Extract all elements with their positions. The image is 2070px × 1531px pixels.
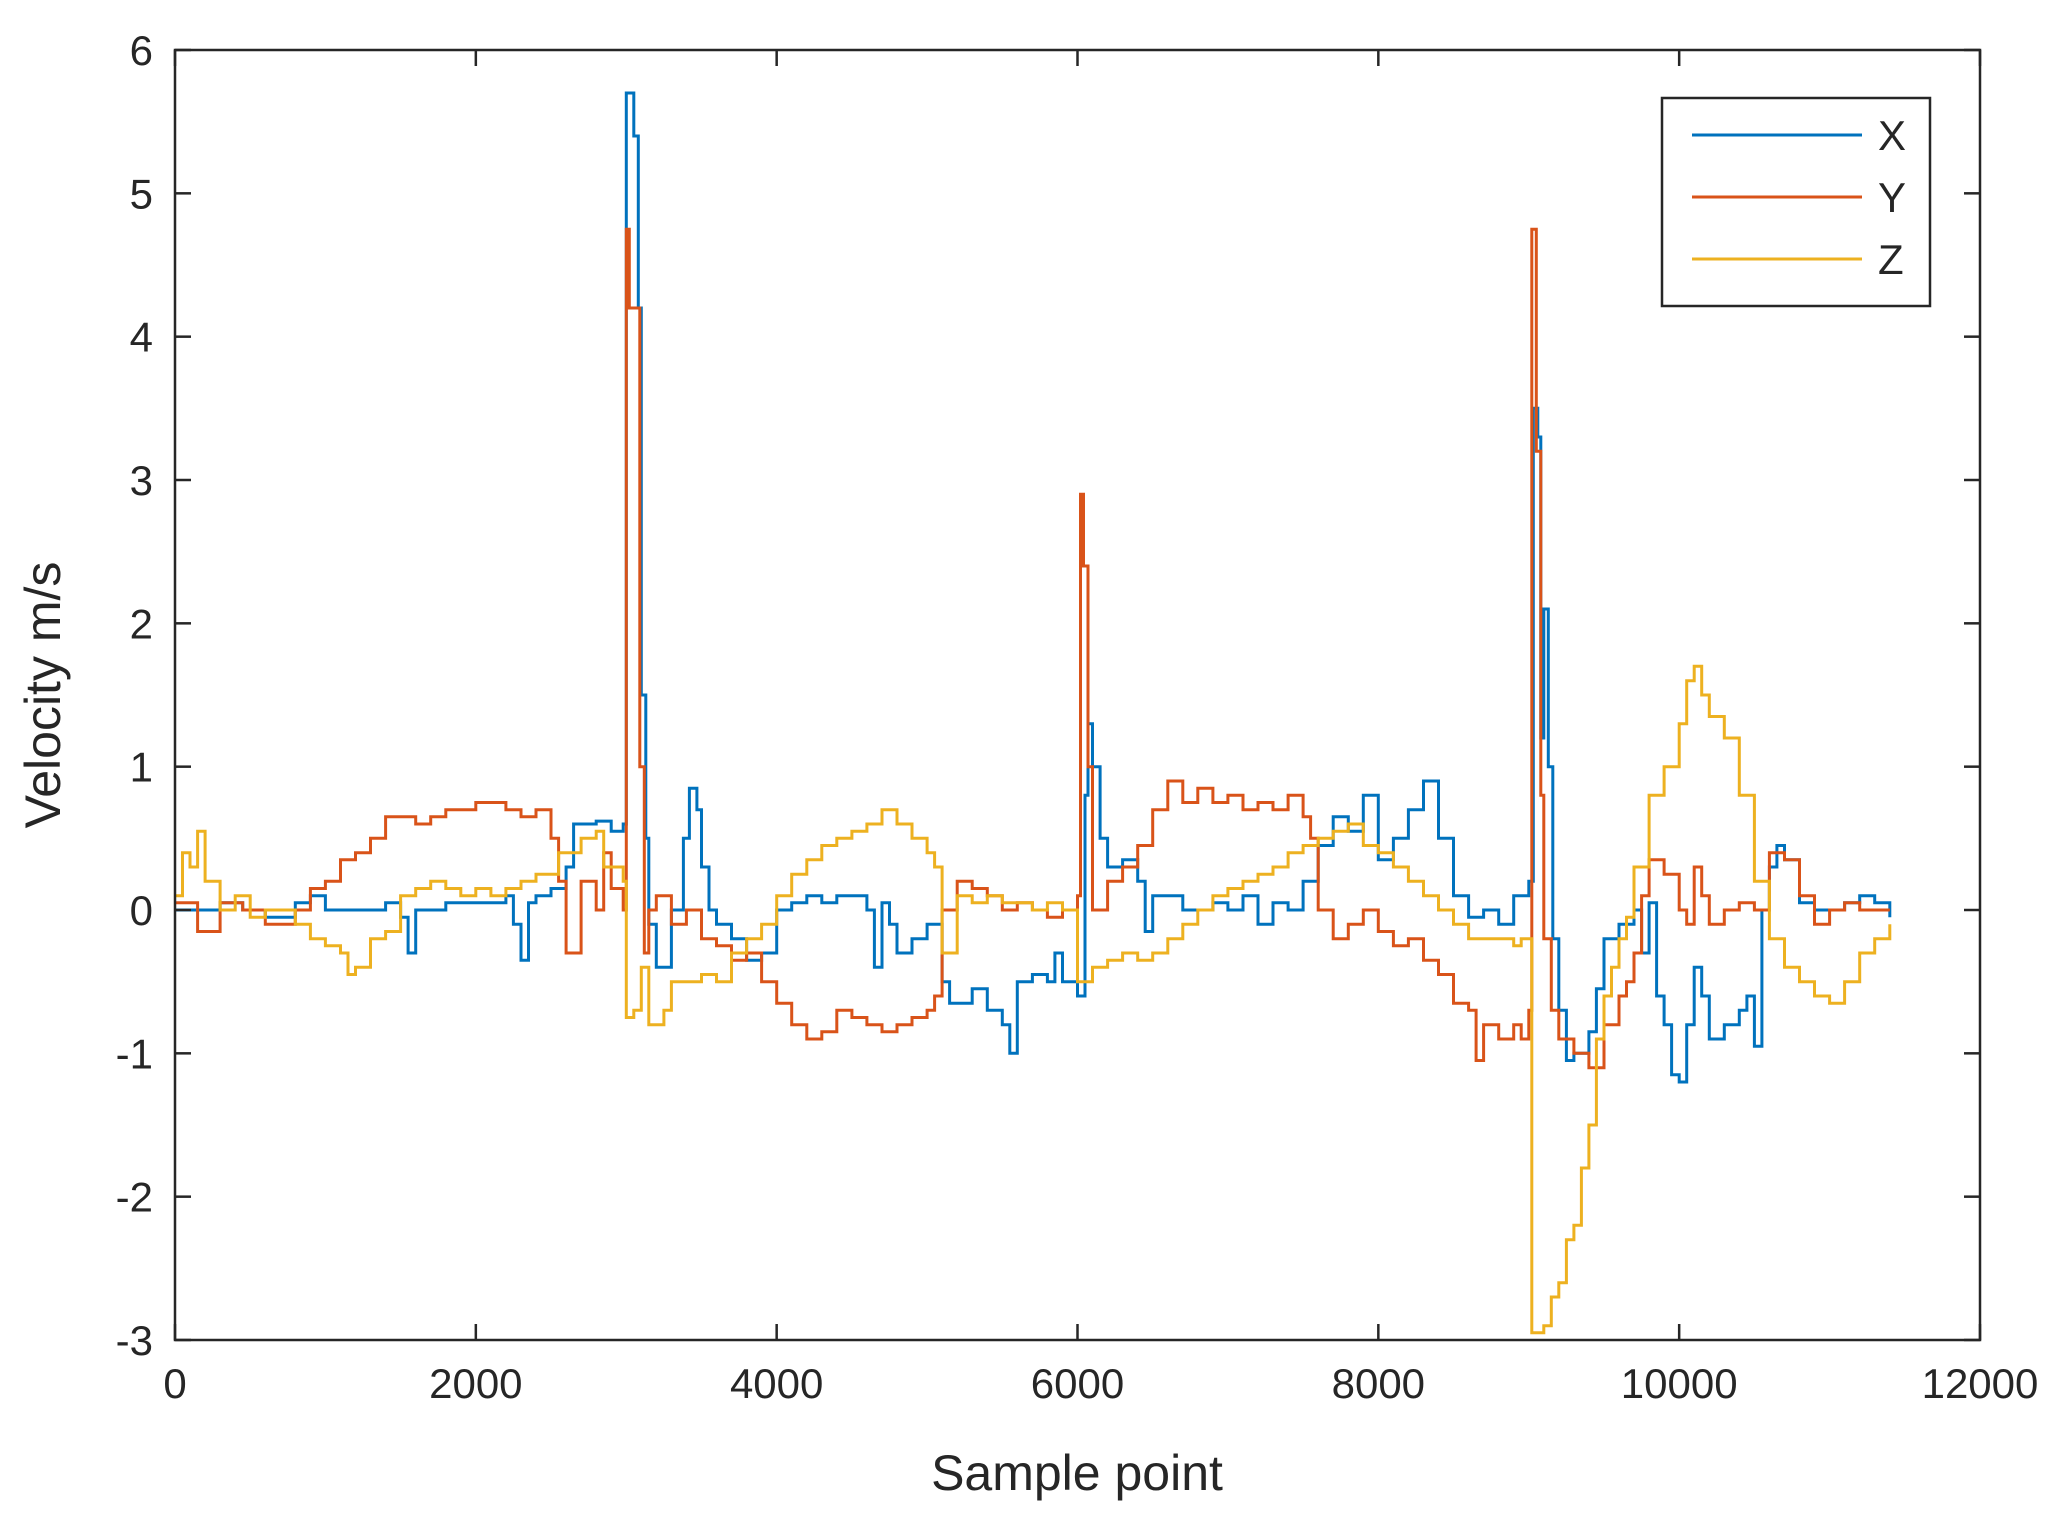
y-tick-label: 3 [130, 457, 153, 504]
ticks-layer: 0 2000 4000 6000 8000 10000 12000 -3 -2 -1 0 1 2 3 4 5 6 [116, 27, 2039, 1407]
y-tick-label: 0 [130, 887, 153, 934]
series-line-z [175, 664, 1892, 1335]
series-line-y [175, 227, 1890, 1070]
legend-label-x: X [1878, 112, 1906, 159]
x-tick-label: 0 [163, 1360, 186, 1407]
x-tick-label: 8000 [1332, 1360, 1425, 1407]
y-tick-label: -2 [116, 1174, 153, 1221]
y-tick-label: 5 [130, 170, 153, 217]
legend: XYZ [1660, 96, 1932, 308]
y-tick-label: 6 [130, 27, 153, 74]
series-layer [175, 91, 1892, 1335]
y-axis-label: Velocity m/s [15, 562, 71, 829]
x-tick-label: 6000 [1031, 1360, 1124, 1407]
legend-label-y: Y [1878, 174, 1906, 221]
axes-box [173, 48, 1982, 1342]
x-tick-label: 2000 [429, 1360, 522, 1407]
series-line-x [175, 91, 1892, 1084]
y-tick-label: -3 [116, 1317, 153, 1364]
x-axis-label: Sample point [931, 1445, 1223, 1501]
x-tick-label: 12000 [1922, 1360, 2039, 1407]
legend-label-z: Z [1878, 236, 1904, 283]
y-tick-label: -1 [116, 1030, 153, 1077]
y-tick-label: 1 [130, 744, 153, 791]
y-tick-label: 2 [130, 600, 153, 647]
x-tick-label: 10000 [1621, 1360, 1738, 1407]
x-tick-label: 4000 [730, 1360, 823, 1407]
y-tick-label: 4 [130, 314, 153, 361]
legend-box [1660, 96, 1932, 308]
